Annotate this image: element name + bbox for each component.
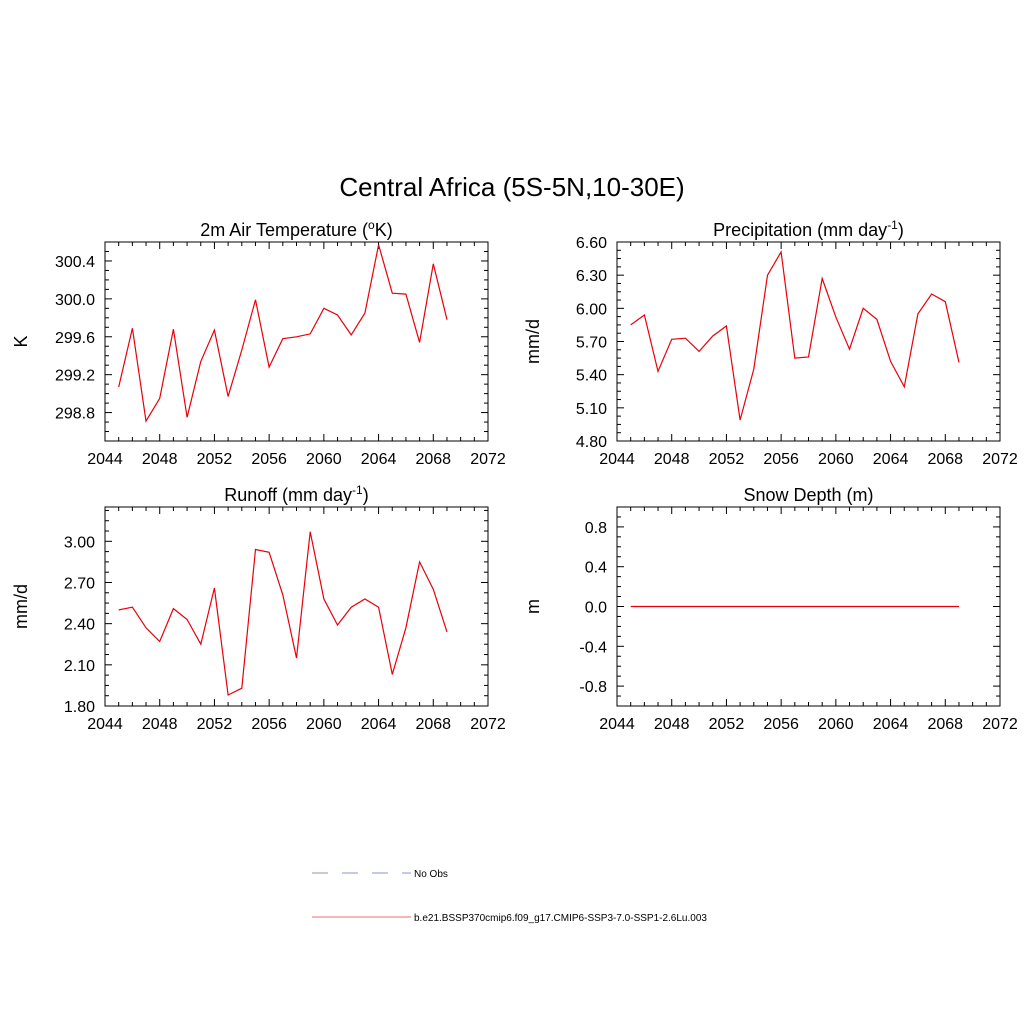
- y-tick-label: 2.40: [64, 617, 95, 634]
- x-tick-label: 2068: [415, 716, 451, 733]
- x-tick-label: 2044: [599, 451, 635, 468]
- panel-title: Runoff (mm day-1): [224, 483, 368, 505]
- x-tick-label: 2056: [763, 716, 799, 733]
- series-line: [118, 244, 448, 423]
- panel-title-text: Precipitation (mm day: [713, 220, 887, 240]
- x-tick-label: 2060: [818, 716, 854, 733]
- x-tick-label: 2068: [415, 451, 451, 468]
- y-tick-label: 5.10: [576, 401, 607, 418]
- x-tick-label: 2072: [470, 451, 506, 468]
- x-tick-label: 2048: [654, 716, 690, 733]
- x-tick-label: 2068: [927, 451, 963, 468]
- x-tick-label: 2044: [87, 716, 123, 733]
- panel-title-text: Runoff (mm day: [224, 485, 352, 505]
- panel-4: Snow Depth (m) 2044 2048 2052 2056 2060 2064 20…: [523, 485, 1018, 733]
- legend-label: No Obs: [414, 869, 448, 880]
- legend: No Obs b.e21.BSSP370cmip6.f09_g17.CMIP6-S…: [312, 869, 707, 924]
- y-tick-label: 6.60: [576, 235, 607, 252]
- x-tick-label: 2064: [873, 451, 909, 468]
- y-tick-label: 0.8: [585, 520, 607, 537]
- x-tick-label: 2072: [982, 716, 1018, 733]
- x-tick-label: 2064: [361, 716, 397, 733]
- panel-title-text: Snow Depth (m): [743, 485, 873, 505]
- panels: 2m Air Temperature (oK)2044 2048 2052 2056 2…: [11, 218, 1018, 733]
- panel-title-text-end: ): [363, 485, 369, 505]
- legend-label: b.e21.BSSP370cmip6.f09_g17.CMIP6-SSP3-7.…: [414, 913, 707, 924]
- x-tick-label: 2052: [197, 716, 233, 733]
- y-tick-label: 300.4: [55, 254, 95, 271]
- x-tick-label: 2052: [709, 451, 745, 468]
- panel-2: Precipitation (mm day-1) 2044 2048 2052 2056…: [523, 218, 1018, 468]
- panel-title: 2m Air Temperature (oK): [200, 218, 392, 240]
- y-tick-label: 3.00: [64, 534, 95, 551]
- x-tick-label: 2060: [818, 451, 854, 468]
- panel-1: 2m Air Temperature (oK) 2044 2048 2052 2056 2…: [11, 218, 506, 468]
- x-tick-label: 2048: [142, 451, 178, 468]
- panel-title-text: 2m Air Temperature (: [200, 220, 368, 240]
- x-tick-label: 2048: [654, 451, 690, 468]
- x-tick-label: 2072: [982, 451, 1018, 468]
- y-tick-label: 1.80: [64, 699, 95, 716]
- panel-3: Runoff (mm day-1) 2044 2048 2052 2056 2060 206…: [11, 483, 506, 733]
- y-tick-label: 299.6: [55, 330, 95, 347]
- y-tick-label: -0.4: [579, 639, 607, 656]
- x-tick-label: 2068: [927, 716, 963, 733]
- y-axis-label: m: [523, 599, 543, 614]
- panel-title-text-end: ): [898, 220, 904, 240]
- series-line: [118, 531, 448, 696]
- x-tick-label: 2044: [87, 451, 123, 468]
- y-tick-label: 2.10: [64, 658, 95, 675]
- x-tick-label: 2072: [470, 716, 506, 733]
- x-tick-label: 2060: [306, 451, 342, 468]
- x-tick-label: 2056: [763, 451, 799, 468]
- legend-item: No Obs: [312, 869, 448, 880]
- legend-item: b.e21.BSSP370cmip6.f09_g17.CMIP6-SSP3-7.…: [312, 913, 707, 924]
- y-tick-label: 0.0: [585, 600, 607, 617]
- plot-frame: [616, 241, 1001, 442]
- panel-title-superscript: -1: [352, 483, 363, 497]
- panel-title: Snow Depth (m): [743, 485, 873, 505]
- x-tick-label: 2052: [197, 451, 233, 468]
- y-axis-label: K: [11, 335, 31, 347]
- panel-title-text-end: K): [375, 220, 393, 240]
- x-tick-label: 2056: [251, 716, 287, 733]
- y-tick-label: 2.70: [64, 575, 95, 592]
- y-tick-label: 5.40: [576, 368, 607, 385]
- x-tick-label: 2064: [873, 716, 909, 733]
- y-tick-label: 0.4: [585, 560, 607, 577]
- y-tick-label: 300.0: [55, 292, 95, 309]
- panel-title: Precipitation (mm day-1): [713, 218, 904, 240]
- plot-frame: [104, 506, 489, 707]
- y-tick-label: 6.30: [576, 268, 607, 285]
- y-tick-label: 298.8: [55, 406, 95, 423]
- x-tick-label: 2056: [251, 451, 287, 468]
- x-tick-label: 2064: [361, 451, 397, 468]
- x-tick-label: 2044: [599, 716, 635, 733]
- series-line: [630, 250, 960, 421]
- x-tick-label: 2048: [142, 716, 178, 733]
- y-tick-label: 5.70: [576, 335, 607, 352]
- y-tick-label: -0.8: [579, 679, 607, 696]
- x-tick-label: 2052: [709, 716, 745, 733]
- figure-title: Central Africa (5S-5N,10-30E): [339, 172, 684, 202]
- y-axis-label: mm/d: [523, 319, 543, 364]
- plot-frame: [104, 241, 489, 442]
- panel-title-superscript: o: [368, 218, 375, 232]
- panel-title-superscript: -1: [887, 218, 898, 232]
- y-tick-label: 4.80: [576, 434, 607, 451]
- y-axis-label: mm/d: [11, 584, 31, 629]
- y-tick-label: 299.2: [55, 368, 95, 385]
- x-tick-label: 2060: [306, 716, 342, 733]
- y-tick-label: 6.00: [576, 301, 607, 318]
